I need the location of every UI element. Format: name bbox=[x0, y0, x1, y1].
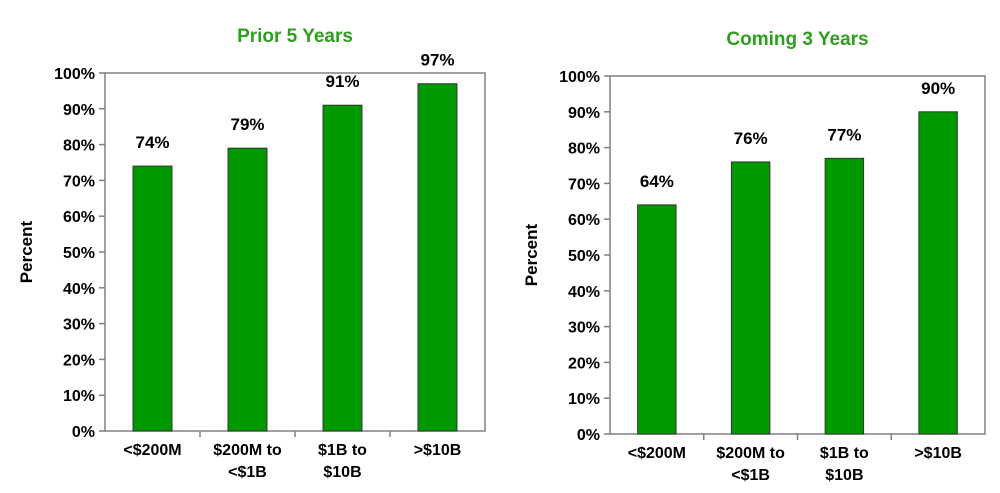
bar bbox=[417, 83, 458, 432]
data-label: 90% bbox=[921, 79, 955, 98]
data-label: 64% bbox=[640, 172, 674, 191]
y-tick-label: 50% bbox=[63, 245, 95, 262]
bar bbox=[637, 204, 677, 435]
y-axis-label: Percent bbox=[522, 223, 541, 286]
bar bbox=[824, 157, 865, 435]
x-tick-label: $200M to bbox=[213, 442, 282, 459]
x-tick-label: $10B bbox=[825, 467, 863, 484]
y-tick-label: 40% bbox=[568, 284, 600, 301]
bar bbox=[227, 147, 268, 432]
bar bbox=[918, 111, 958, 435]
y-tick-label: 0% bbox=[72, 424, 95, 441]
y-tick-label: 10% bbox=[568, 391, 600, 408]
chart-prior-5-years: Prior 5 Years Percent 0% 10% 20% 30% 40% 50% 6… bbox=[17, 26, 486, 481]
chart-coming-3-years: Coming 3 Years Percent 0% 10% 20% 30% 40% 50%… bbox=[522, 29, 986, 484]
x-tick-label: <$1B bbox=[228, 464, 267, 481]
y-tick-label: 90% bbox=[568, 105, 600, 122]
y-tick-label: 60% bbox=[63, 209, 95, 226]
bar bbox=[322, 104, 363, 432]
y-tick-label: 30% bbox=[568, 320, 600, 337]
data-label: 76% bbox=[734, 129, 768, 148]
chart-title: Coming 3 Years bbox=[726, 29, 868, 50]
y-tick-label: 90% bbox=[63, 102, 95, 119]
bar bbox=[132, 165, 173, 432]
x-tick-label: <$200M bbox=[628, 445, 686, 462]
y-tick-label: 10% bbox=[63, 388, 95, 405]
x-tick-label: <$200M bbox=[123, 442, 181, 459]
data-label: 91% bbox=[325, 72, 359, 91]
y-tick-label: 80% bbox=[568, 141, 600, 158]
x-tick-label: $10B bbox=[323, 464, 361, 481]
y-tick-label: 30% bbox=[63, 317, 95, 334]
y-tick-label: 100% bbox=[559, 69, 600, 86]
data-label: 79% bbox=[230, 115, 264, 134]
bar bbox=[730, 161, 771, 435]
y-tick-label: 0% bbox=[577, 427, 600, 444]
y-axis-label: Percent bbox=[17, 220, 36, 283]
y-tick-label: 20% bbox=[568, 355, 600, 372]
x-tick-label: $1B to bbox=[318, 442, 367, 459]
x-tick-label: <$1B bbox=[731, 467, 770, 484]
y-tick-label: 40% bbox=[63, 281, 95, 298]
x-tick-label: $200M to bbox=[716, 445, 785, 462]
y-tick-label: 70% bbox=[568, 176, 600, 193]
y-tick-label: 20% bbox=[63, 352, 95, 369]
y-tick-label: 100% bbox=[54, 66, 95, 83]
y-tick-label: 80% bbox=[63, 138, 95, 155]
data-label: 77% bbox=[827, 125, 861, 144]
data-label: 74% bbox=[135, 133, 169, 152]
y-tick-label: 50% bbox=[568, 248, 600, 265]
y-tick-label: 70% bbox=[63, 173, 95, 190]
x-tick-label: $1B to bbox=[820, 445, 869, 462]
x-tick-label: >$10B bbox=[914, 445, 962, 462]
chart-title: Prior 5 Years bbox=[237, 26, 353, 47]
data-label: 97% bbox=[420, 51, 454, 70]
x-tick-label: >$10B bbox=[414, 442, 462, 459]
y-tick-label: 60% bbox=[568, 212, 600, 229]
